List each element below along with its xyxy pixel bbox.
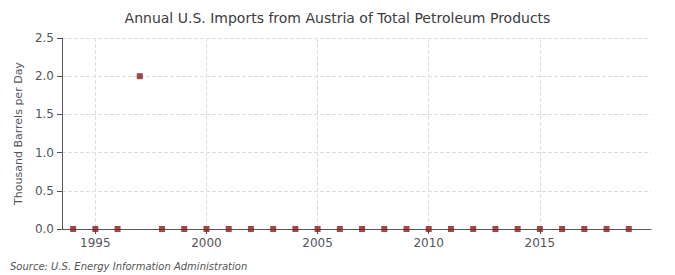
svg-text:2005: 2005 [302,236,333,250]
svg-text:2010: 2010 [413,236,444,250]
svg-text:2000: 2000 [191,236,222,250]
svg-text:0.5: 0.5 [35,184,54,198]
svg-text:Thousand Barrels per Day: Thousand Barrels per Day [12,62,25,206]
svg-text:2015: 2015 [525,236,556,250]
svg-text:Source: U.S. Energy Informatio: Source: U.S. Energy Information Administ… [10,261,247,272]
svg-text:1.0: 1.0 [35,146,54,160]
svg-text:0.0: 0.0 [35,222,54,236]
svg-text:2.0: 2.0 [35,69,54,83]
svg-text:2.5: 2.5 [35,31,54,45]
svg-text:Annual U.S. Imports from Austr: Annual U.S. Imports from Austria of Tota… [125,10,551,26]
svg-text:1995: 1995 [80,236,111,250]
svg-text:1.5: 1.5 [35,107,54,121]
